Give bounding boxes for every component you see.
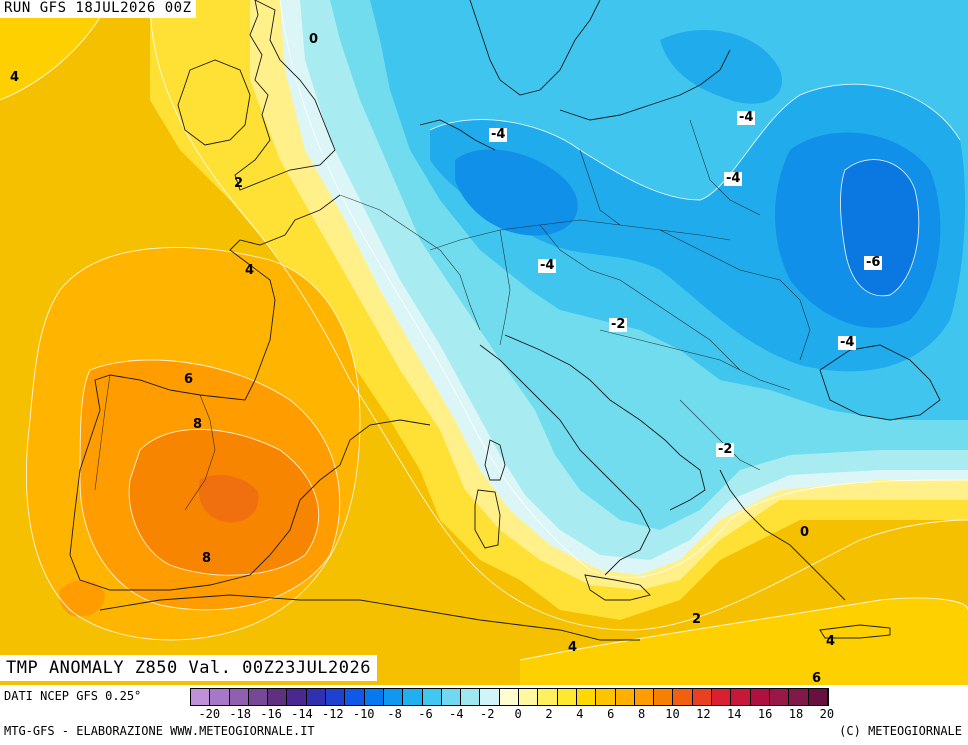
anomaly-field-4-nw — [0, 0, 110, 100]
contour-label: -6 — [864, 255, 883, 270]
scale-tick-label: 8 — [637, 707, 646, 721]
scale-tick-label: 16 — [757, 707, 773, 721]
color-swatch — [808, 689, 828, 705]
color-swatch — [345, 689, 365, 705]
color-swatch — [789, 689, 809, 705]
color-scale — [190, 688, 829, 706]
scale-tick-label: 2 — [545, 707, 553, 721]
anomaly-field-4-south — [520, 598, 968, 685]
color-scale-ticks: -20 -18 -16 -14 -12 -10 -8 -6 -4 -2 0 2 4 6 8 10 12 14 16 1… — [190, 707, 965, 721]
color-swatch — [692, 689, 713, 705]
contour-label: 4 — [245, 263, 255, 278]
copyright-label: (C) METEOGIORNALE — [839, 724, 962, 738]
color-swatch — [712, 689, 732, 705]
scale-tick-label: 6 — [607, 707, 615, 721]
color-swatch — [422, 689, 442, 705]
scale-tick-label: 18 — [788, 707, 804, 721]
color-swatch — [210, 689, 230, 705]
anomaly-field-m5 — [455, 149, 578, 236]
borders — [94, 119, 811, 511]
contour-label: -4 — [838, 335, 857, 350]
anomaly-field-m6 — [840, 159, 919, 296]
color-swatch — [576, 689, 597, 705]
anomaly-field-9 — [198, 474, 259, 523]
scale-tick-label: 12 — [696, 707, 711, 721]
contour-label: 2 — [692, 612, 702, 627]
anomaly-field-m4-north — [660, 30, 782, 104]
contour-label: 8 — [193, 417, 203, 432]
scale-tick-label: -2 — [479, 707, 495, 721]
color-swatch — [403, 689, 423, 705]
scale-tick-label: 20 — [819, 707, 835, 721]
contour-label: 2 — [234, 176, 244, 191]
map-canvas — [0, 0, 968, 685]
contour-label: 4 — [568, 640, 578, 655]
scale-tick-label: -6 — [418, 707, 433, 721]
contour-label: 4 — [10, 70, 20, 85]
anomaly-field-6-south — [59, 580, 105, 617]
scale-tick-label: -12 — [321, 707, 344, 721]
color-swatch — [654, 689, 674, 705]
color-swatch — [306, 689, 327, 705]
run-label: RUN GFS 18JUL2026 00Z — [0, 0, 196, 18]
color-swatch — [248, 689, 269, 705]
contour-label: -4 — [538, 258, 557, 273]
color-swatch — [750, 689, 770, 705]
contour-label: 0 — [800, 525, 810, 540]
scale-tick-label: -8 — [387, 707, 402, 721]
contour-label: 6 — [184, 372, 194, 387]
color-swatch — [615, 689, 635, 705]
color-swatch — [383, 689, 404, 705]
scale-tick-label: -18 — [229, 707, 252, 721]
scale-tick-label: 4 — [576, 707, 584, 721]
color-swatch — [287, 689, 307, 705]
color-swatch — [461, 689, 481, 705]
color-swatch — [229, 689, 249, 705]
color-swatch — [480, 689, 500, 705]
scale-tick-label: -10 — [352, 707, 375, 721]
contour-label: 8 — [202, 551, 212, 566]
scale-tick-label: -4 — [449, 707, 464, 721]
map-title: TMP ANOMALY Z850 Val. 00Z23JUL2026 — [0, 655, 377, 681]
legend-footer: DATI NCEP GFS 0.25° -20 -18 -16 -14 -12 -10 -8… — [0, 685, 968, 745]
color-swatch — [326, 689, 346, 705]
coastlines — [69, 0, 941, 641]
color-swatch — [673, 689, 693, 705]
contour-label: 0 — [309, 32, 319, 47]
scale-tick-label: 10 — [665, 707, 680, 721]
contour-label: -2 — [609, 317, 628, 332]
color-swatch — [596, 689, 616, 705]
data-source-label: DATI NCEP GFS 0.25° — [4, 689, 142, 703]
isolines — [0, 0, 968, 661]
scale-tick-label: -14 — [291, 707, 313, 721]
color-swatch — [191, 689, 211, 705]
contour-label: -4 — [737, 110, 756, 125]
contour-label: -4 — [489, 127, 508, 142]
color-swatch — [769, 689, 790, 705]
contour-label: 6 — [812, 671, 822, 686]
scale-tick-label: -20 — [198, 707, 221, 721]
color-swatch — [441, 689, 462, 705]
contour-label: -2 — [716, 442, 735, 457]
scale-tick-label: 0 — [514, 707, 522, 721]
color-swatch — [499, 689, 520, 705]
color-swatch — [634, 689, 655, 705]
contour-label: 4 — [826, 634, 836, 649]
scale-tick-label: 14 — [727, 707, 742, 721]
color-swatch — [557, 689, 577, 705]
scale-tick-label: -16 — [260, 707, 282, 721]
color-swatch — [268, 689, 288, 705]
color-swatch — [364, 689, 384, 705]
color-swatch — [519, 689, 539, 705]
contour-label: -4 — [724, 171, 743, 186]
color-swatch — [538, 689, 558, 705]
color-swatch — [731, 689, 751, 705]
temperature-anomaly-map: RUN GFS 18JUL2026 00Z 0 4 2 4 6 8 8 -4 -… — [0, 0, 968, 685]
credit-label: MTG-GFS - ELABORAZIONE WWW.METEOGIORNALE… — [4, 724, 315, 738]
